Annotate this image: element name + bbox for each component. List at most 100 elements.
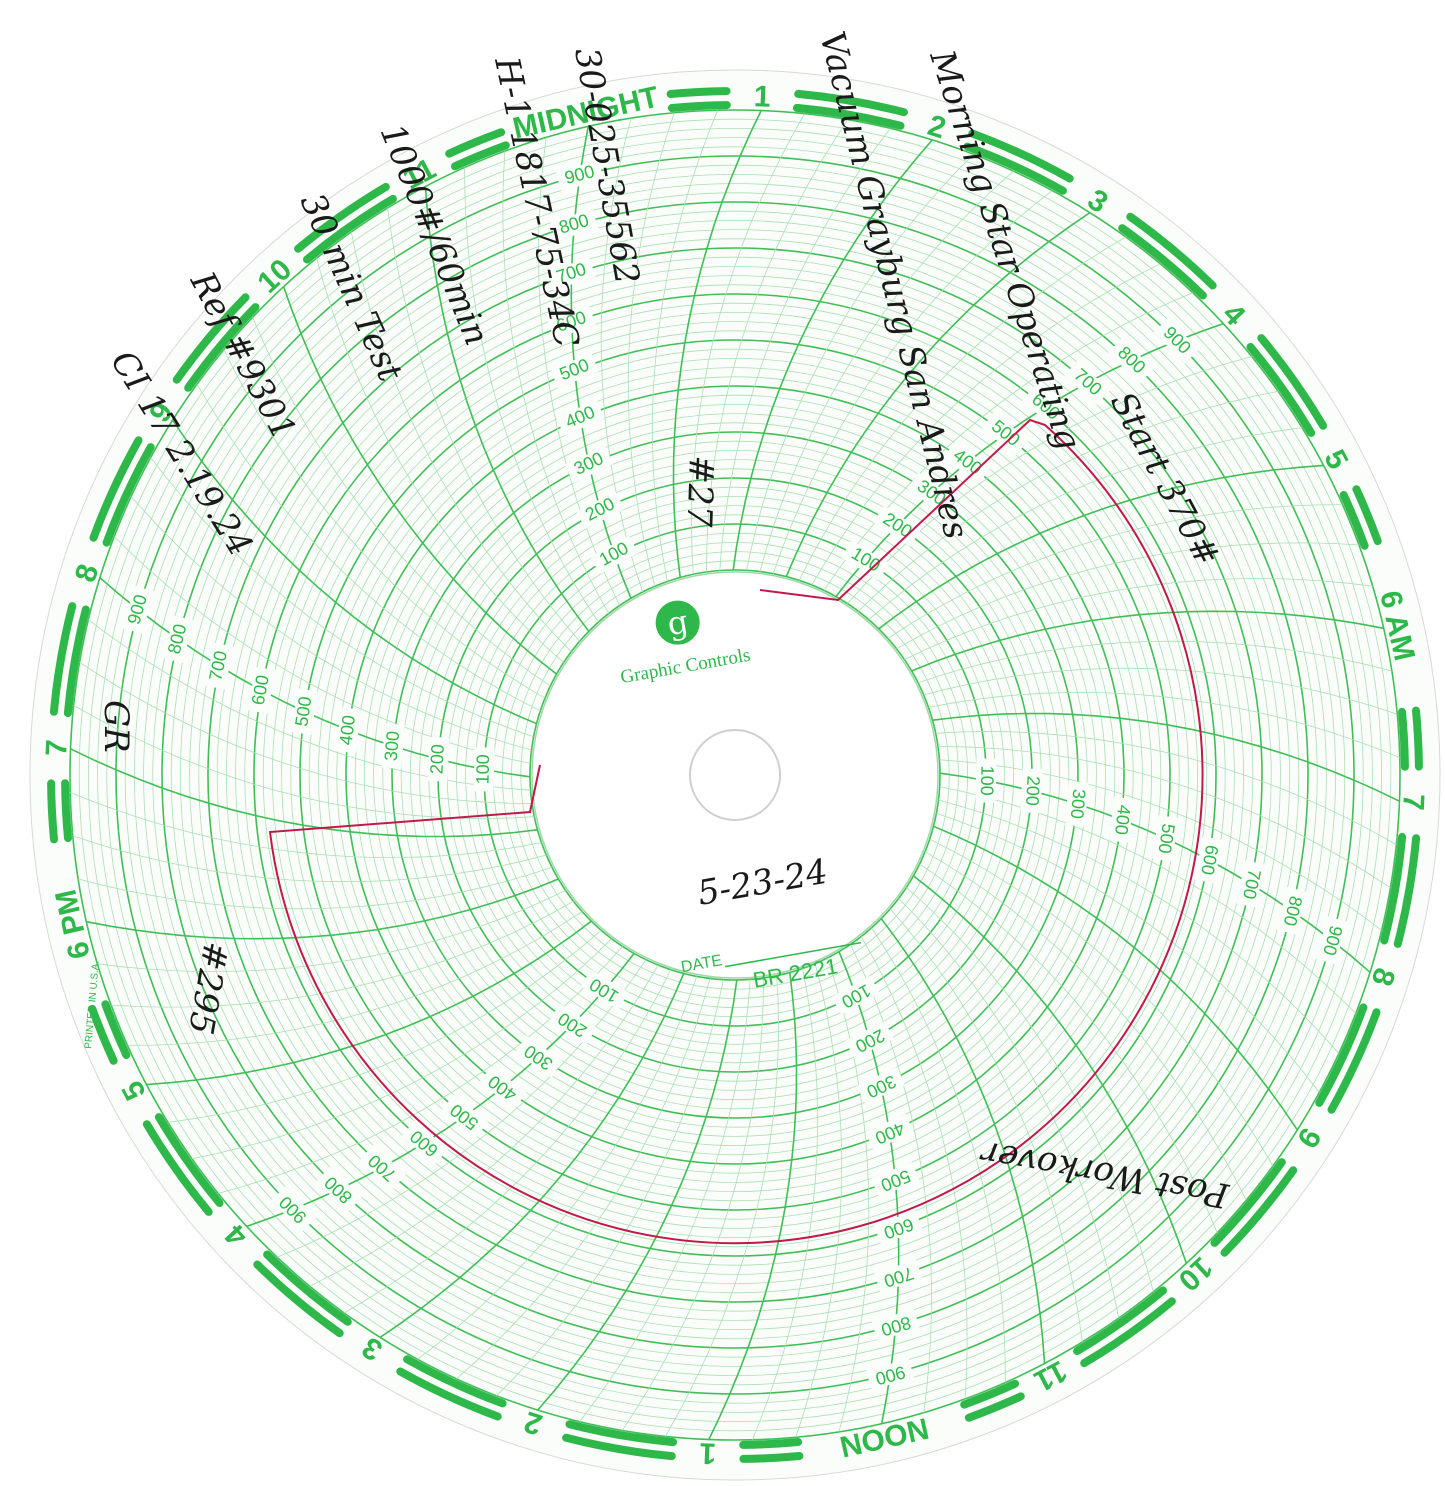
band-segment bbox=[154, 1113, 224, 1207]
time-line bbox=[70, 748, 538, 838]
band-segment bbox=[101, 1000, 131, 1059]
hour-label: 7 bbox=[40, 739, 74, 757]
scale-label-bg bbox=[1020, 768, 1043, 814]
time-line bbox=[621, 977, 764, 1431]
scale-label-bg bbox=[975, 758, 997, 803]
ring bbox=[391, 431, 1079, 1119]
scale-label-bg bbox=[441, 1094, 489, 1138]
scale-label-bg bbox=[271, 1186, 317, 1232]
ring bbox=[198, 238, 1272, 1312]
time-line bbox=[889, 908, 1083, 1343]
time-line bbox=[79, 661, 533, 804]
scale-label: 500 bbox=[291, 695, 315, 728]
ring bbox=[336, 376, 1134, 1174]
time-line bbox=[904, 578, 1373, 660]
time-line bbox=[850, 944, 932, 1413]
scale-label: 400 bbox=[336, 714, 359, 746]
time-line bbox=[167, 929, 602, 1123]
time-line bbox=[858, 390, 1279, 612]
scale-label-bg bbox=[871, 1309, 920, 1341]
ring bbox=[161, 201, 1309, 1349]
ring bbox=[253, 293, 1217, 1257]
band-segment bbox=[253, 1260, 344, 1338]
ring bbox=[235, 275, 1235, 1275]
time-line bbox=[928, 691, 1400, 759]
scale-label-bg bbox=[845, 1020, 894, 1059]
scale-label-bg bbox=[515, 1035, 563, 1078]
scale-label-bg bbox=[874, 1210, 923, 1245]
date-line bbox=[724, 941, 862, 968]
scale-label-bg bbox=[1021, 385, 1069, 430]
scale-label: 200 bbox=[426, 744, 448, 775]
time-line bbox=[379, 973, 685, 1339]
band-segment bbox=[1080, 1297, 1176, 1368]
scale-label-bg bbox=[401, 1120, 449, 1165]
time-line bbox=[795, 963, 843, 1438]
scale-label-bg bbox=[247, 666, 276, 714]
hour-label: 7 bbox=[1396, 793, 1430, 811]
band-segment bbox=[964, 1392, 1025, 1422]
ring bbox=[88, 128, 1382, 1422]
scale-label: 400 bbox=[1111, 804, 1134, 836]
scale-label-bg bbox=[856, 1067, 906, 1104]
ring bbox=[143, 183, 1327, 1367]
ring bbox=[106, 146, 1364, 1404]
band-segment bbox=[142, 1120, 213, 1216]
time-line bbox=[86, 878, 559, 940]
scale-label-bg bbox=[1276, 887, 1307, 935]
time-line bbox=[939, 759, 1382, 931]
ring bbox=[189, 229, 1281, 1321]
scale-label-bg bbox=[1316, 916, 1348, 965]
scale-label-bg bbox=[866, 1359, 914, 1390]
scale-label-bg bbox=[1064, 360, 1111, 406]
scale-label: 300 bbox=[381, 730, 403, 762]
scale-label: 200 bbox=[1022, 775, 1044, 806]
band-segment bbox=[1246, 343, 1316, 437]
time-line bbox=[218, 946, 623, 1194]
logo-circle bbox=[655, 600, 700, 645]
time-line bbox=[785, 211, 1091, 577]
date-label: DATE bbox=[680, 952, 724, 976]
time-line bbox=[130, 496, 532, 751]
time-line bbox=[708, 972, 798, 1440]
time-line bbox=[70, 791, 542, 859]
scale-label-bg bbox=[556, 400, 605, 436]
band-segment bbox=[451, 141, 510, 171]
band-segment bbox=[1118, 224, 1207, 300]
ring bbox=[69, 109, 1401, 1441]
scale-label-bg bbox=[874, 1259, 923, 1293]
scale-label-bg bbox=[547, 305, 596, 340]
scale-label-bg bbox=[336, 707, 362, 754]
band-segment bbox=[63, 605, 90, 718]
scale-label-bg bbox=[205, 642, 234, 690]
scale-label-bg bbox=[1236, 860, 1265, 908]
scale-label-bg bbox=[981, 412, 1029, 456]
time-line bbox=[746, 153, 974, 571]
time-line bbox=[88, 619, 531, 791]
scale-label-bg bbox=[547, 257, 596, 291]
band-segment bbox=[89, 436, 143, 542]
scale-label-bg bbox=[841, 540, 890, 581]
time-line bbox=[706, 119, 849, 573]
band-segment bbox=[666, 87, 731, 98]
time-line bbox=[860, 936, 968, 1399]
ring bbox=[455, 495, 1015, 1055]
time-line bbox=[938, 799, 1340, 1054]
time-line bbox=[759, 170, 1014, 572]
ring bbox=[501, 542, 969, 1009]
time-line bbox=[936, 812, 1320, 1093]
band-segment bbox=[294, 182, 390, 253]
hour-band bbox=[47, 87, 1423, 1463]
time-line bbox=[464, 167, 599, 623]
scale-label-bg bbox=[316, 1166, 362, 1212]
scale-label-bg bbox=[163, 615, 194, 663]
scale-label-bg bbox=[831, 975, 880, 1015]
band-segment bbox=[739, 1438, 803, 1449]
time-line bbox=[171, 419, 537, 725]
band-segment bbox=[968, 129, 1074, 183]
time-line bbox=[113, 536, 531, 764]
time-line bbox=[456, 978, 711, 1380]
ring bbox=[345, 385, 1125, 1165]
time-line bbox=[823, 292, 1193, 591]
scale-label-bg bbox=[550, 209, 599, 241]
